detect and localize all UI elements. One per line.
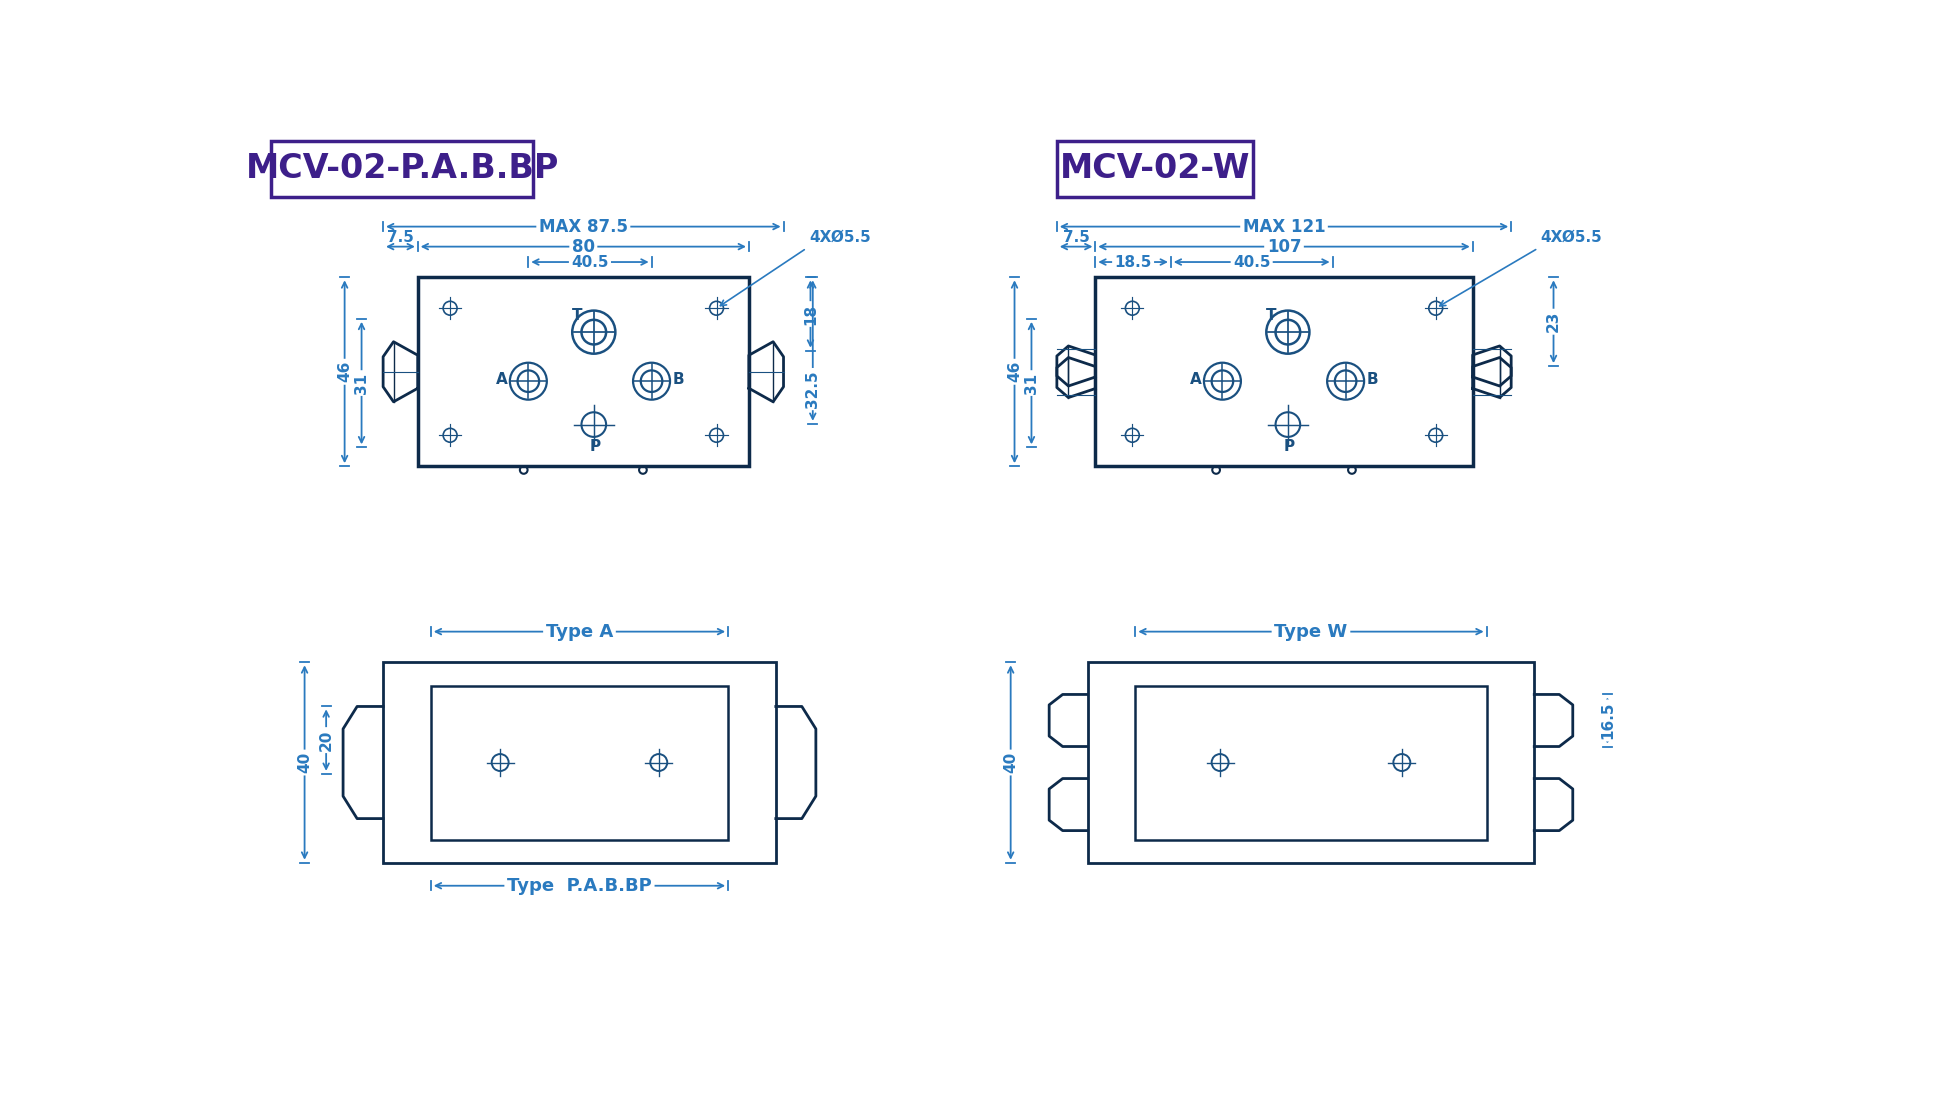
Text: A: A [1190, 373, 1202, 387]
Bar [384, 663, 775, 863]
Text: Type A: Type A [545, 623, 614, 641]
Text: 4XØ5.5: 4XØ5.5 [1541, 230, 1601, 245]
Text: P: P [590, 438, 600, 454]
Text: B: B [1367, 373, 1379, 387]
Text: MCV-02-P.A.B.BP: MCV-02-P.A.B.BP [245, 152, 559, 186]
Text: 23: 23 [1547, 311, 1560, 332]
Text: 32.5: 32.5 [805, 370, 820, 408]
Text: 46: 46 [1007, 361, 1023, 383]
Text: T: T [571, 308, 582, 322]
Text: 31: 31 [355, 373, 368, 394]
Text: 40.5: 40.5 [571, 255, 608, 269]
Text: 31: 31 [1025, 373, 1038, 394]
Bar [1136, 685, 1486, 840]
Text: 7.5: 7.5 [388, 230, 413, 245]
Text: B: B [672, 373, 684, 387]
Text: 7.5: 7.5 [1064, 230, 1089, 245]
Text: MAX 121: MAX 121 [1243, 218, 1325, 236]
Text: 40: 40 [1003, 752, 1019, 773]
Text: P: P [1284, 438, 1295, 454]
Text: A: A [495, 373, 506, 387]
Text: 46: 46 [337, 361, 353, 383]
Text: 16.5: 16.5 [1599, 702, 1615, 739]
Bar [417, 277, 748, 466]
Text: 18: 18 [803, 304, 818, 325]
Text: 80: 80 [573, 238, 594, 256]
Text: 20: 20 [319, 729, 333, 751]
Bar [1095, 277, 1473, 466]
Text: 40.5: 40.5 [1233, 255, 1270, 269]
Text: T: T [1266, 308, 1276, 322]
Text: 4XØ5.5: 4XØ5.5 [808, 230, 871, 245]
Text: Type  P.A.B.BP: Type P.A.B.BP [506, 876, 653, 895]
Text: MAX 87.5: MAX 87.5 [540, 218, 627, 236]
Bar [431, 685, 729, 840]
Text: MCV-02-W: MCV-02-W [1060, 152, 1251, 186]
Bar [1058, 141, 1253, 197]
Text: 107: 107 [1266, 238, 1301, 256]
Text: Type W: Type W [1274, 623, 1348, 641]
Bar [1087, 663, 1535, 863]
Text: 18.5: 18.5 [1114, 255, 1151, 269]
Bar [271, 141, 534, 197]
Text: 40: 40 [298, 752, 312, 773]
